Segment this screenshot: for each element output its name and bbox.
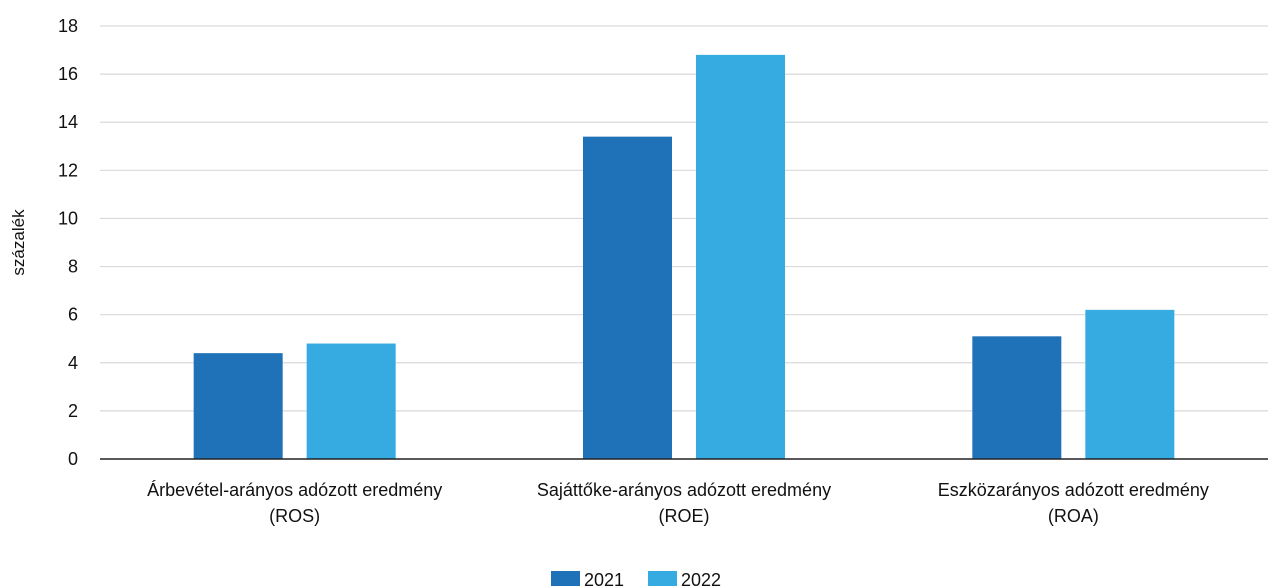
x-category-label: Eszközarányos adózott eredmény: [938, 480, 1209, 500]
y-axis-ticks: 0 2 4 6 8 10 12 14 16 18: [58, 16, 78, 469]
legend-label-2022: 2022: [681, 570, 721, 586]
legend-label-2021: 2021: [584, 570, 624, 586]
y-axis-label: százalék: [9, 209, 28, 276]
y-tick-label: 16: [58, 64, 78, 84]
bar-2022-2: [696, 54, 785, 459]
bar-2021-2: [583, 136, 672, 459]
x-category-label: (ROS): [269, 506, 320, 526]
y-tick-label: 4: [68, 353, 78, 373]
bars: [193, 54, 1175, 459]
x-category-label: (ROE): [659, 506, 710, 526]
x-axis-categories: Árbevétel-arányos adózott eredmény (ROS) S…: [147, 480, 1209, 526]
gridlines: [100, 25, 1268, 412]
x-category-label: (ROA): [1048, 506, 1099, 526]
x-category-label: Sajáttőke-arányos adózott eredmény: [537, 480, 831, 500]
x-category-label: Árbevétel-arányos adózott eredmény: [147, 480, 442, 500]
y-tick-label: 6: [68, 305, 78, 325]
y-tick-label: 18: [58, 16, 78, 36]
y-tick-label: 14: [58, 112, 78, 132]
y-tick-label: 2: [68, 401, 78, 421]
bar-2021-3: [972, 336, 1062, 459]
bar-2021-1: [193, 353, 283, 459]
legend-swatch-2021: [551, 571, 580, 586]
y-tick-label: 8: [68, 257, 78, 277]
y-tick-label: 10: [58, 208, 78, 228]
y-tick-label: 0: [68, 449, 78, 469]
bar-2022-1: [306, 343, 396, 459]
bar-2022-3: [1085, 309, 1175, 459]
legend-swatch-2022: [648, 571, 677, 586]
legend: 2021 2022: [551, 570, 721, 586]
y-tick-label: 12: [58, 160, 78, 180]
